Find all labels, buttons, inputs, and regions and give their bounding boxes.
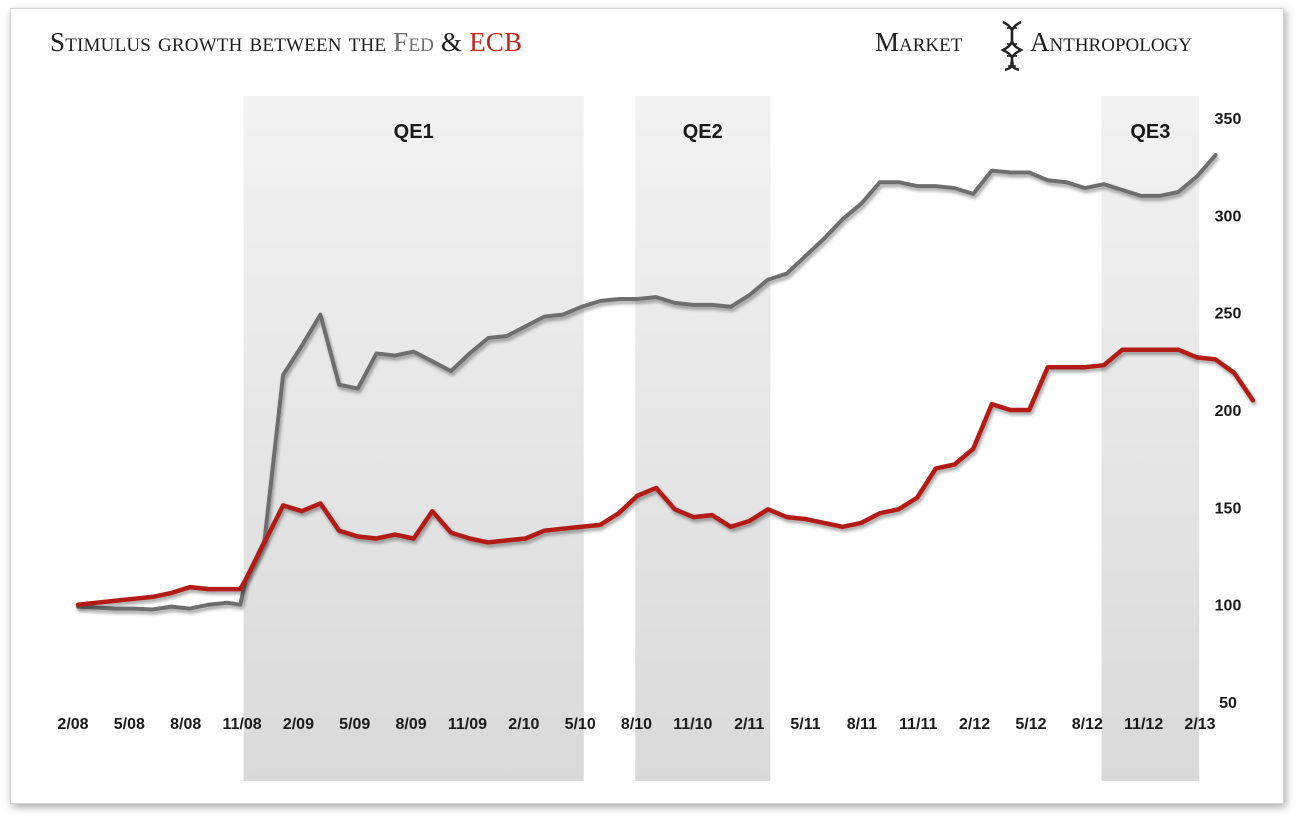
x-tick-label: 5/09 — [339, 716, 370, 733]
x-tick-label: 2/11 — [734, 716, 764, 733]
qe-band-label-3: QE3 — [1130, 121, 1170, 143]
y-tick-label: 200 — [1215, 403, 1242, 420]
qe-band-3 — [1101, 96, 1200, 781]
x-tick-label: 8/10 — [621, 716, 652, 733]
qe-band-2 — [635, 96, 771, 781]
title-part1: Stimulus growth between the — [50, 27, 394, 57]
x-tick-label: 5/08 — [114, 716, 145, 733]
brand-logo: Market Anthropology — [875, 20, 1265, 74]
qe-band-label-1: QE1 — [394, 121, 434, 143]
y-tick-label: 300 — [1215, 208, 1242, 225]
x-tick-label: 2/09 — [283, 716, 314, 733]
x-tick-label: 11/08 — [222, 716, 261, 733]
title-fed: Fed — [393, 27, 435, 57]
dna-helix-icon — [1000, 20, 1024, 72]
brand-word-market: Market — [875, 27, 963, 57]
x-tick-label: 2/12 — [959, 716, 990, 733]
title-ecb: ECB — [469, 27, 523, 57]
qe-band-1 — [243, 96, 584, 781]
x-tick-label: 2/08 — [57, 716, 88, 733]
x-tick-label: 5/11 — [790, 716, 820, 733]
x-tick-label: 8/12 — [1072, 716, 1103, 733]
x-tick-label: 8/09 — [396, 716, 427, 733]
qe-band-label-2: QE2 — [683, 121, 723, 143]
y-tick-label: 150 — [1215, 500, 1242, 517]
y-tick-label: 250 — [1215, 306, 1242, 323]
brand-word-anthropology: Anthropology — [1030, 27, 1192, 57]
x-tick-label: 8/11 — [847, 716, 877, 733]
x-tick-label: 11/09 — [448, 716, 487, 733]
x-tick-label: 11/10 — [673, 716, 712, 733]
series-line-ecb — [75, 347, 1256, 607]
y-tick-label: 350 — [1215, 111, 1242, 128]
x-tick-label: 2/10 — [508, 716, 539, 733]
chart-title: Stimulus growth between the Fed & ECB — [50, 27, 522, 58]
y-tick-label: 50 — [1219, 695, 1237, 712]
x-tick-label: 5/12 — [1015, 716, 1046, 733]
x-tick-label: 11/12 — [1124, 716, 1163, 733]
x-tick-label: 11/11 — [899, 716, 937, 733]
title-amp: & — [434, 27, 470, 57]
x-tick-label: 2/13 — [1184, 716, 1215, 733]
x-tick-label: 5/10 — [565, 716, 596, 733]
x-tick-label: 8/08 — [170, 716, 201, 733]
y-tick-label: 100 — [1215, 598, 1242, 615]
